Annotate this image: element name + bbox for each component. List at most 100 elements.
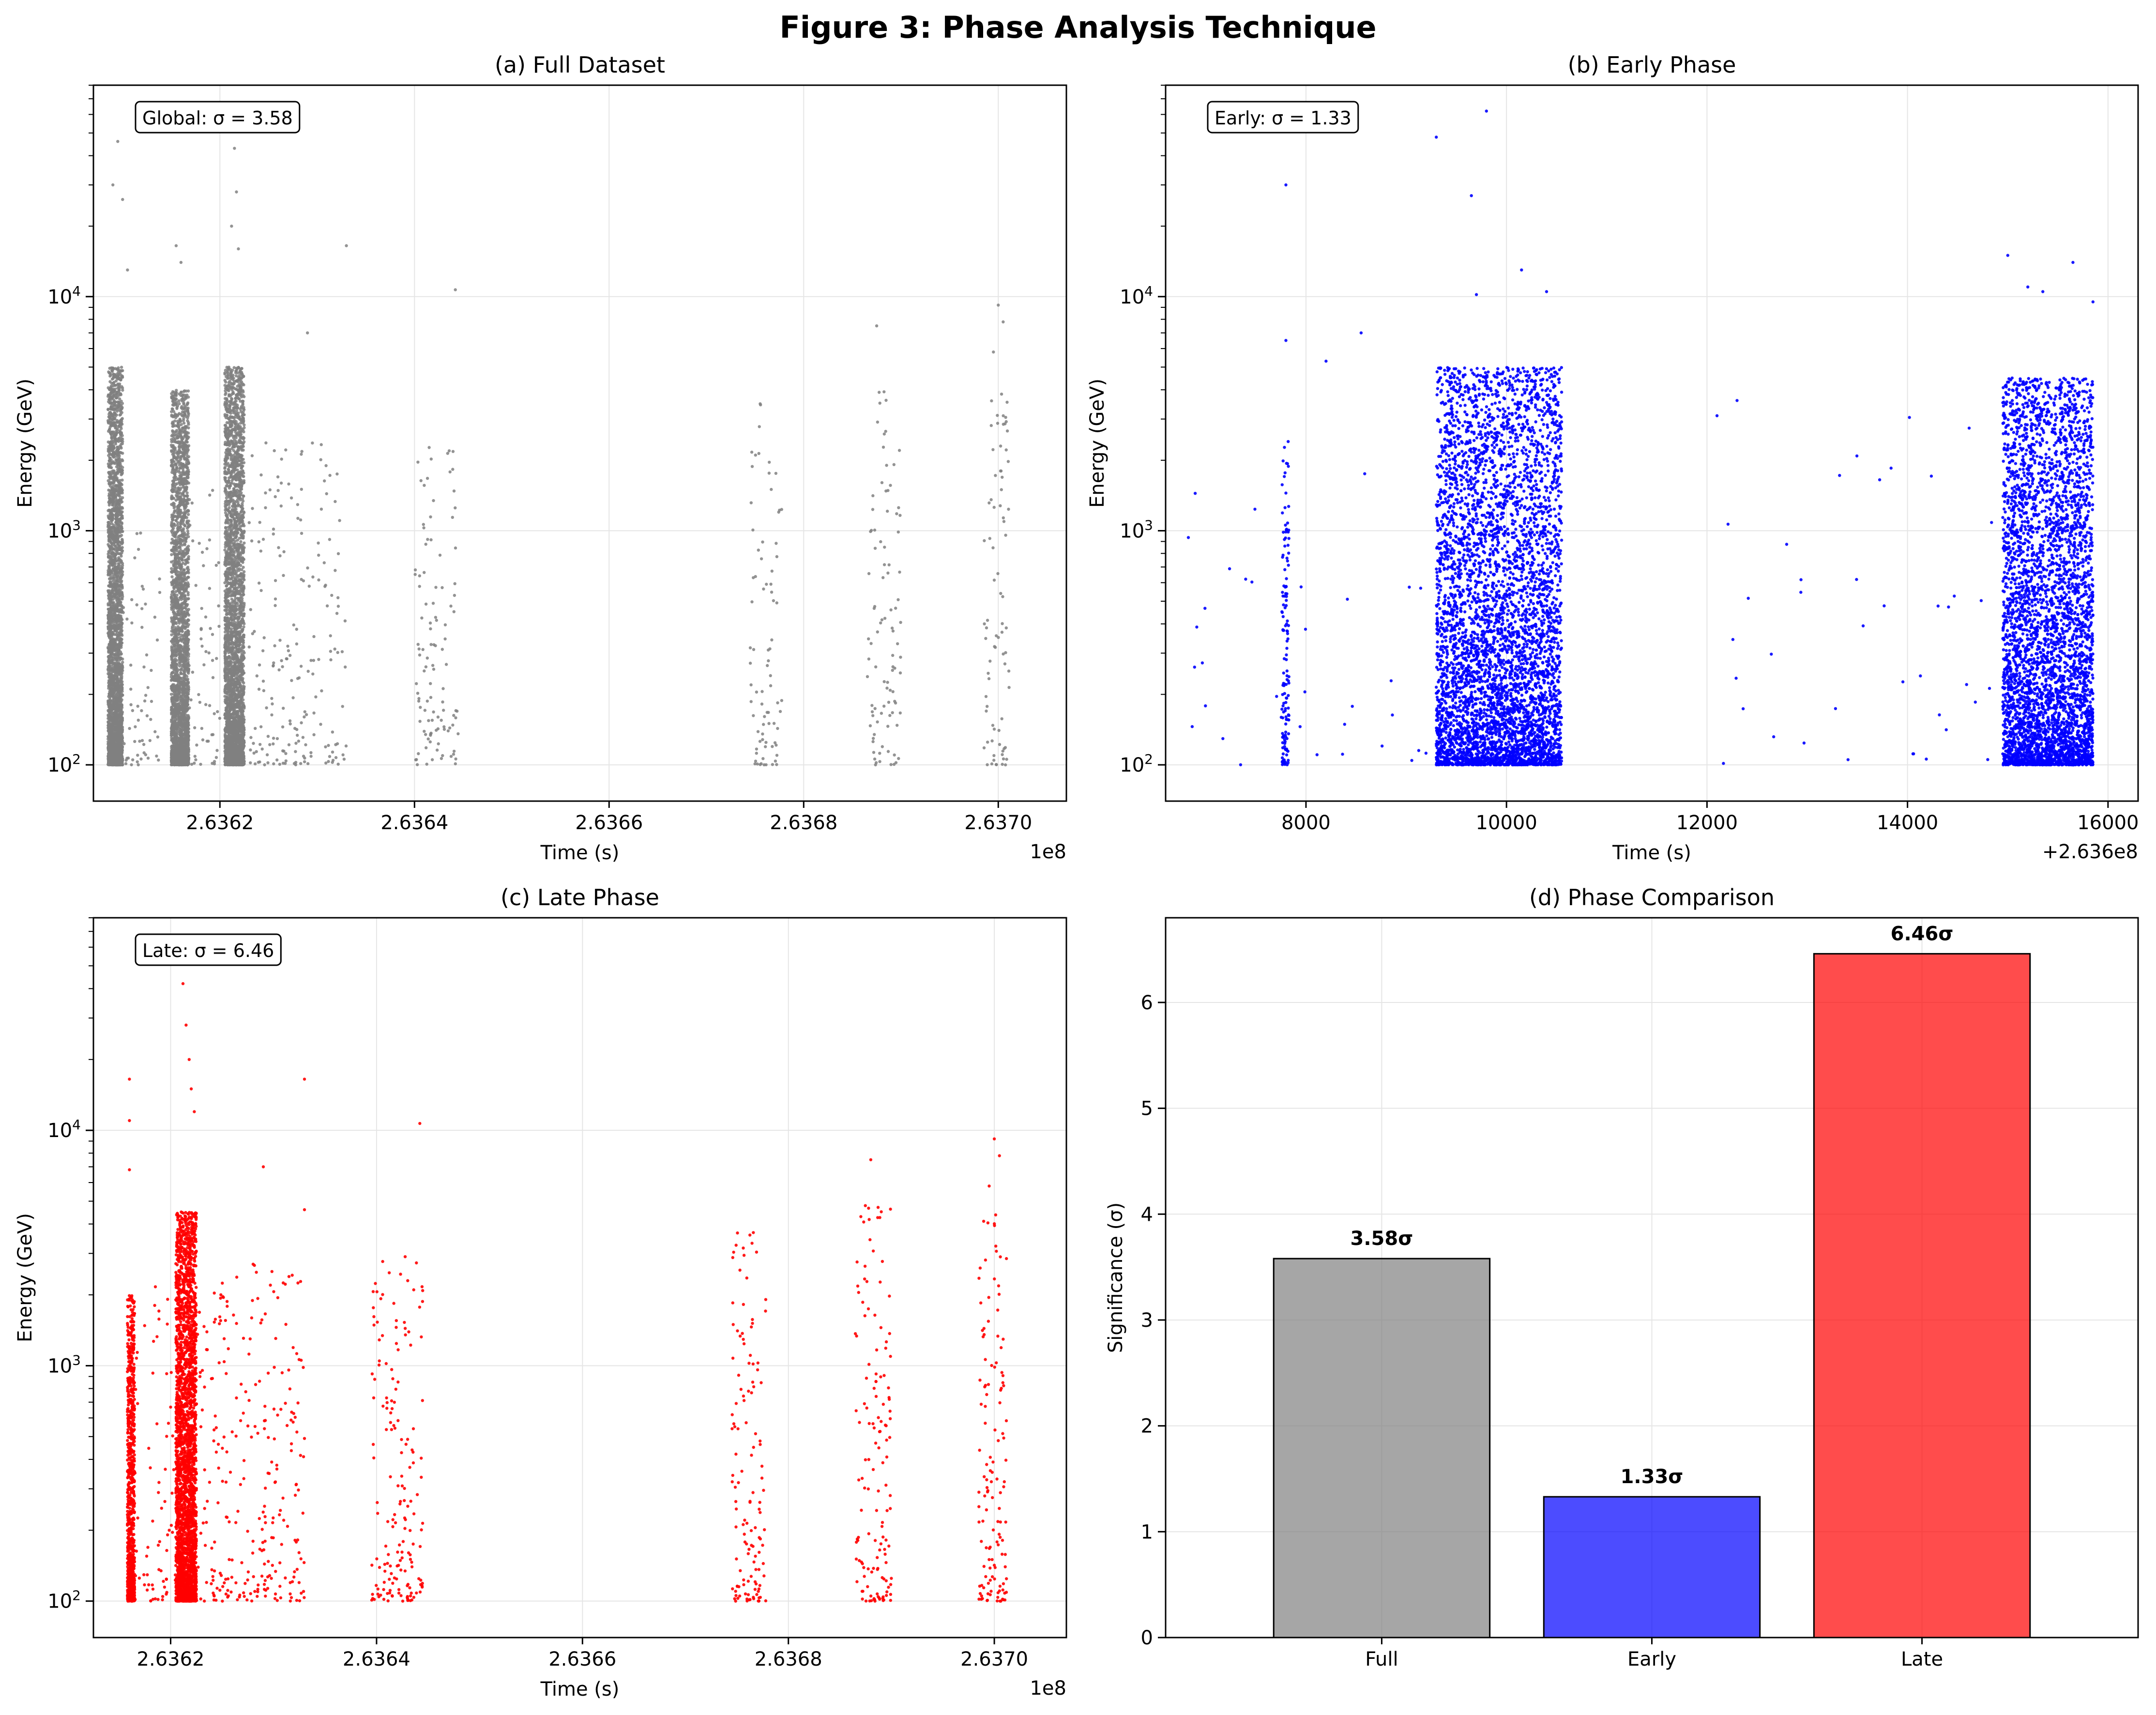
data-point: [107, 736, 111, 739]
data-point: [107, 742, 110, 745]
data-point: [109, 661, 113, 665]
data-point: [109, 695, 112, 698]
data-point: [109, 470, 113, 473]
data-point: [182, 402, 185, 406]
data-point: [113, 661, 116, 665]
data-point: [108, 374, 112, 378]
data-point: [118, 392, 121, 395]
data-point: [110, 734, 114, 738]
data-point: [117, 371, 120, 374]
data-point: [115, 720, 119, 724]
data-point: [121, 757, 124, 760]
data-point: [112, 432, 115, 436]
data-point: [108, 528, 111, 531]
data-point: [117, 530, 121, 533]
data-point: [111, 408, 115, 411]
data-point: [119, 506, 122, 509]
data-point: [108, 548, 112, 552]
data-point: [112, 502, 116, 505]
data-point: [107, 630, 111, 634]
data-point: [120, 511, 123, 514]
data-point: [107, 537, 111, 541]
data-point: [120, 472, 124, 475]
data-point: [115, 465, 119, 469]
data-point: [110, 518, 114, 522]
data-point: [121, 661, 124, 664]
data-point: [106, 524, 110, 528]
data-point: [117, 559, 121, 562]
data-point: [120, 744, 123, 748]
data-point: [114, 367, 117, 370]
data-point: [186, 402, 189, 406]
data-point: [106, 667, 110, 670]
data-point: [170, 488, 174, 491]
data-point: [119, 709, 122, 712]
data-point: [117, 598, 121, 602]
data-point: [116, 634, 119, 637]
data-point: [111, 607, 114, 611]
data-point: [114, 749, 118, 752]
data-point: [119, 373, 122, 377]
data-point: [107, 727, 110, 731]
data-point: [115, 607, 119, 610]
data-point: [114, 528, 117, 531]
data-point: [117, 467, 121, 470]
data-point: [120, 576, 123, 579]
data-point: [107, 466, 111, 469]
data-point: [107, 642, 111, 646]
data-point: [107, 459, 111, 462]
data-point: [119, 642, 122, 646]
data-point: [106, 602, 110, 606]
data-point: [120, 720, 123, 724]
data-point: [114, 647, 118, 651]
data-point: [183, 395, 187, 399]
data-point: [182, 422, 186, 425]
data-point: [118, 397, 121, 401]
data-point: [117, 480, 121, 484]
data-point: [116, 446, 120, 449]
data-point: [120, 616, 123, 620]
data-point: [120, 566, 124, 570]
data-point: [117, 403, 120, 407]
data-point: [120, 627, 123, 631]
data-point: [112, 496, 115, 499]
data-point: [114, 619, 118, 622]
data-point: [116, 745, 120, 749]
data-point: [121, 597, 124, 601]
data-point: [119, 653, 122, 656]
data-point: [112, 656, 115, 660]
data-point: [121, 735, 124, 738]
data-point: [107, 681, 110, 685]
data-point: [120, 521, 123, 525]
data-point: [112, 604, 116, 608]
data-point: [113, 552, 116, 555]
data-point: [107, 516, 111, 520]
data-point: [114, 667, 117, 670]
data-point: [108, 425, 112, 429]
data-point: [113, 736, 117, 740]
data-point: [120, 369, 123, 373]
data-point: [108, 498, 112, 501]
data-point: [111, 384, 115, 388]
data-point: [121, 541, 124, 545]
data-point: [107, 675, 111, 679]
data-point: [111, 559, 115, 562]
data-point: [120, 585, 123, 589]
data-point: [110, 681, 113, 684]
data-point: [112, 523, 115, 527]
data-point: [114, 450, 117, 454]
data-points: [106, 140, 1011, 767]
data-point: [120, 685, 123, 689]
data-point: [117, 456, 121, 459]
data-point: [112, 678, 116, 682]
data-point: [115, 431, 119, 435]
data-point: [112, 373, 116, 377]
data-point: [116, 453, 119, 456]
data-point: [118, 728, 121, 731]
data-point: [109, 592, 112, 596]
data-point: [119, 378, 122, 382]
plots-layer: 2.6362 2.6364 2.6366 2.6368 2.6370102103104(…: [14, 52, 2139, 1700]
data-point: [111, 368, 114, 372]
data-point: [110, 741, 113, 744]
